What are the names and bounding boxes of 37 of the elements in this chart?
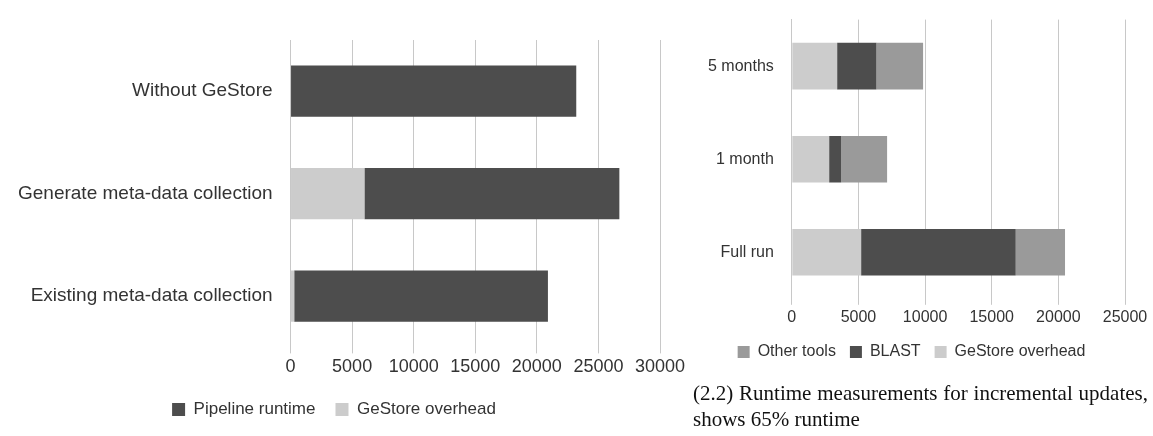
x-tick-label: 20000 [511,356,562,377]
x-tick-label: 25000 [1102,307,1148,325]
bar [1015,229,1066,276]
text: (2.2) Runtime measurements for incremental updates, shows 65% runtime [693,380,1148,432]
legend-label: GeStore overhead [954,342,1086,360]
bar [291,270,295,322]
x-tick-label: 10000 [388,356,439,377]
y-tick-label: Full run [720,242,774,260]
x-tick-label: 20000 [1036,307,1081,325]
bar [792,135,830,183]
bar [841,135,888,183]
bar [291,65,577,117]
y-tick-label: Existing meta-data collection [30,284,273,306]
x-tick-label: 5000 [840,307,877,325]
x-tick-label: 5000 [332,356,373,377]
y-tick-label: Without GeStore [132,79,273,101]
bar [829,135,842,183]
x-tick-label: 15000 [969,307,1015,325]
x-tick-label: 0 [787,307,797,325]
bar [861,229,1016,276]
y-tick-label: 5 months [708,56,774,74]
bar [876,42,924,90]
legend-label: BLAST [869,342,921,360]
bar [837,42,877,90]
bar [364,168,620,220]
legend-label: GeStore overhead [356,399,496,419]
bar [792,42,838,90]
x-tick-label: 0 [285,356,296,377]
legend-label: Pipeline runtime [193,399,316,419]
y-tick-label: 1 month [716,149,774,167]
legend-label: Other tools [757,342,836,360]
bar [294,270,548,322]
x-tick-label: 15000 [450,356,501,377]
x-tick-label: 30000 [634,356,686,377]
x-tick-label: 10000 [902,307,948,325]
y-tick-label: Generate meta-data collection [17,181,273,203]
x-tick-label: 25000 [573,356,624,377]
